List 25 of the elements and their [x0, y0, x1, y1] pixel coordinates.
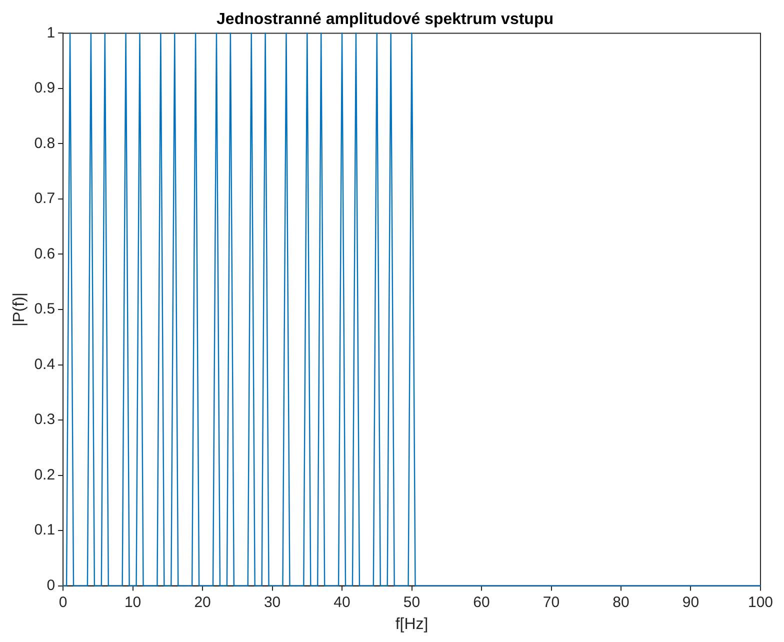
y-tick-label: 0.1 [34, 522, 56, 539]
y-tick-label: 0.6 [34, 245, 56, 262]
x-axis-title: f[Hz] [395, 616, 428, 633]
x-tick-label: 10 [124, 594, 142, 611]
x-tick-label: 30 [264, 594, 281, 611]
x-tick-label: 50 [403, 594, 420, 611]
y-tick-label: 0.2 [34, 466, 56, 484]
chart-title: Jednostranné amplitudové spektrum vstupu [216, 11, 554, 28]
x-tick-label: 0 [58, 594, 68, 611]
y-tick-label: 0.9 [34, 80, 56, 97]
x-tick-label: 40 [334, 594, 350, 611]
x-tick-label: 100 [748, 594, 773, 611]
x-tick-label: 20 [194, 594, 211, 611]
y-tick-label: 0 [46, 576, 56, 594]
y-tick-label: 1 [46, 24, 56, 42]
y-tick-label: 0.7 [34, 190, 56, 208]
y-axis-title: |P(f)| [11, 292, 28, 327]
y-tick-label: 0.3 [34, 411, 56, 428]
y-tick-label: 0.5 [34, 300, 56, 318]
x-tick-label: 60 [473, 594, 490, 611]
x-tick-label: 70 [542, 594, 560, 611]
y-tick-label: 0.4 [34, 356, 56, 373]
y-tick-label: 0.8 [34, 134, 56, 152]
x-tick-label: 90 [682, 594, 700, 611]
x-tick-label: 80 [612, 594, 630, 611]
